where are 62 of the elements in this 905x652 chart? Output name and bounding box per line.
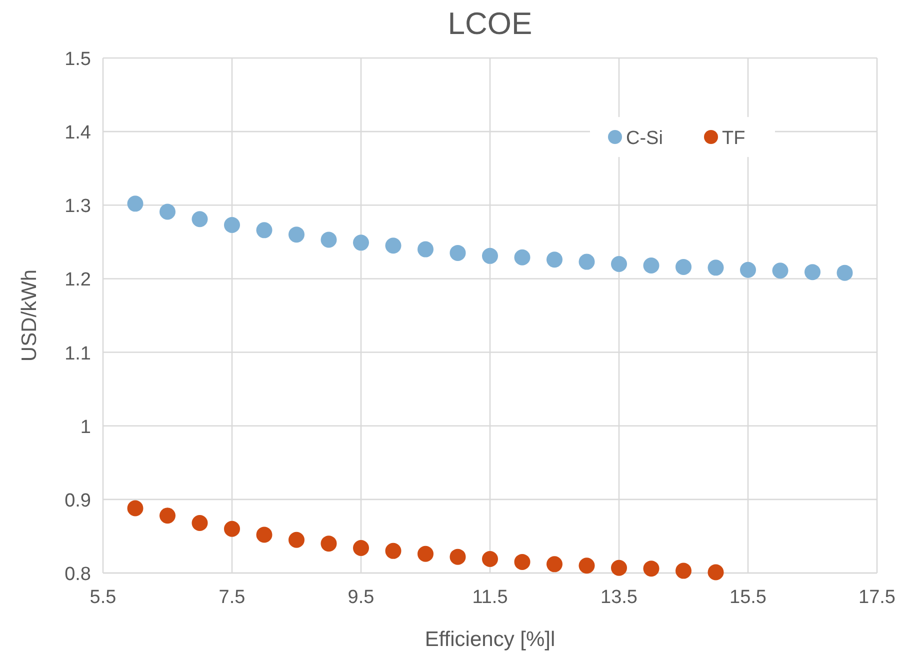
point: [836, 264, 853, 281]
chart-title: LCOE: [448, 6, 532, 41]
point: [256, 222, 272, 238]
legend-label: TF: [722, 128, 746, 149]
point: [160, 508, 176, 524]
y-tick-label: 0.8: [64, 564, 91, 585]
point: [353, 234, 369, 251]
point: [740, 262, 756, 278]
point: [288, 532, 304, 548]
point: [353, 540, 369, 556]
point: [514, 554, 530, 570]
point: [643, 257, 660, 274]
point: [482, 248, 498, 264]
point: [127, 500, 144, 516]
point: [224, 520, 240, 537]
point: [804, 264, 820, 280]
x-axis-title: Efficiency [%]l: [424, 628, 556, 651]
y-tick-label: 1.5: [64, 49, 91, 70]
point: [611, 256, 627, 272]
point: [450, 244, 466, 261]
point: [514, 249, 530, 266]
y-tick-label: 1.4: [64, 122, 92, 144]
point: [160, 204, 176, 220]
point: [385, 238, 402, 254]
point: [320, 536, 337, 552]
point: [578, 254, 595, 270]
point: [772, 262, 788, 279]
point: [676, 258, 692, 275]
y-tick-label: 1.3: [64, 196, 91, 218]
point: [288, 226, 304, 243]
point: [385, 542, 402, 559]
x-tick-label: 9.5: [348, 587, 374, 608]
x-tick-label: 13.5: [600, 587, 638, 608]
point: [708, 260, 724, 276]
y-tick-label: 0.9: [64, 490, 91, 512]
point: [611, 560, 627, 576]
point: [224, 217, 240, 234]
point: [418, 546, 434, 562]
legend-label: C-Si: [626, 128, 663, 149]
point: [320, 232, 337, 248]
point: [192, 514, 208, 531]
x-tick-label: 17.5: [858, 587, 896, 608]
y-tick-label: 1.1: [64, 343, 91, 364]
point: [450, 548, 466, 565]
x-tick-label: 5.5: [90, 587, 116, 608]
point: [546, 252, 562, 268]
point: [127, 196, 144, 212]
point: [676, 562, 692, 579]
point: [643, 560, 660, 577]
point: [546, 556, 562, 572]
y-tick-label: 1: [80, 416, 91, 438]
point: [482, 551, 498, 568]
point: [418, 241, 434, 258]
point: [578, 558, 595, 574]
x-tick-label: 15.5: [730, 587, 766, 608]
point: [192, 211, 208, 228]
x-tick-label: 7.5: [218, 587, 246, 608]
x-tick-label: 11.5: [472, 587, 508, 608]
y-tick-label: 1.2: [64, 270, 91, 291]
point: [708, 564, 724, 580]
y-axis-title: USD/kWh: [18, 269, 41, 362]
point: [256, 526, 272, 543]
